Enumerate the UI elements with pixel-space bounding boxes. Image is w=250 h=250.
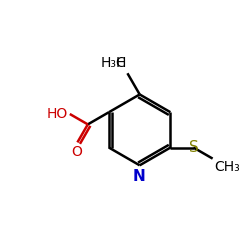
Text: S: S (189, 140, 198, 155)
Text: CH₃: CH₃ (214, 160, 240, 174)
Text: HO: HO (46, 107, 68, 121)
Text: O: O (71, 145, 82, 159)
Text: H: H (116, 56, 126, 70)
Text: H₃C: H₃C (100, 56, 126, 70)
Text: N: N (133, 169, 145, 184)
